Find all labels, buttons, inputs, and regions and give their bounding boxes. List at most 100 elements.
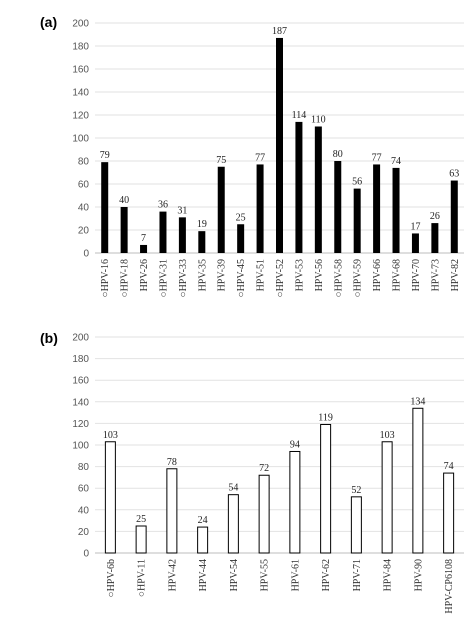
bar: [166, 468, 178, 554]
bar-chart-b: 0 20 40 60 80 100 120 140 160 180 200 103 ○HPV-6b 25 ○…: [72, 333, 464, 614]
x-tick-label: ○HPV-33: [178, 259, 189, 297]
y-tick-label: 140: [72, 397, 89, 408]
bar: [320, 423, 332, 554]
bar: [198, 231, 206, 253]
y-tick-label: 60: [78, 484, 90, 495]
bar: [101, 162, 109, 253]
x-tick-label: HPV-70: [411, 259, 422, 291]
data-label: 25: [236, 212, 246, 223]
data-label: 24: [198, 515, 208, 526]
y-tick-label: 180: [72, 354, 89, 365]
x-tick-label: HPV-CP6108: [444, 559, 455, 614]
x-tick-label: ○HPV-18: [120, 259, 131, 297]
panel-label-b: (b): [40, 330, 58, 346]
y-tick-label: 80: [78, 462, 90, 473]
x-tick-label: ○HPV-6b: [106, 559, 117, 597]
bar: [237, 224, 245, 253]
data-label: 40: [119, 195, 129, 206]
y-tick-label: 40: [78, 203, 90, 214]
x-tick-label: HPV-61: [290, 559, 301, 591]
x-tick-label: HPV-90: [413, 559, 424, 591]
y-tick-label: 20: [78, 226, 90, 237]
y-tick-label: 100: [72, 134, 89, 145]
x-tick-label: ○HPV-11: [137, 559, 148, 597]
bar: [135, 525, 147, 554]
bar: [411, 233, 419, 253]
x-tick-label: ○HPV-31: [158, 259, 169, 297]
bar: [227, 494, 239, 554]
y-tick-label: 200: [72, 19, 89, 30]
x-tick-label: ○HPV-59: [353, 259, 364, 297]
y-tick-label: 60: [78, 180, 90, 191]
data-label: 80: [333, 149, 343, 160]
y-tick-label: 160: [72, 376, 89, 387]
x-tick-label: HPV-82: [450, 259, 461, 291]
data-label: 36: [158, 200, 168, 211]
bar: [373, 164, 381, 253]
data-label: 7: [141, 233, 146, 244]
bar: [350, 496, 362, 554]
data-label: 17: [410, 221, 420, 232]
bar: [159, 211, 167, 253]
bar: [381, 441, 393, 554]
bar: [289, 450, 301, 554]
data-label: 31: [177, 205, 187, 216]
data-label: 25: [136, 514, 146, 525]
y-tick-label: 80: [78, 157, 90, 168]
data-label: 74: [391, 156, 401, 167]
data-label: 72: [259, 463, 269, 474]
x-tick-label: ○HPV-45: [236, 259, 247, 297]
y-tick-label: 120: [72, 111, 89, 122]
x-tick-label: ○HPV-58: [333, 259, 344, 297]
y-tick-label: 140: [72, 88, 89, 99]
data-label: 56: [352, 177, 362, 188]
y-tick-label: 180: [72, 42, 89, 53]
data-label: 77: [255, 152, 265, 163]
data-label: 63: [449, 169, 459, 180]
bar: [140, 244, 148, 253]
data-label: 103: [103, 430, 118, 441]
bar: [334, 161, 342, 253]
data-label: 52: [351, 485, 361, 496]
x-tick-label: HPV-53: [294, 259, 305, 291]
x-tick-label: HPV-51: [256, 259, 267, 291]
bar: [392, 167, 400, 253]
data-label: 103: [380, 430, 395, 441]
bar: [450, 180, 458, 253]
y-tick-label: 100: [72, 441, 89, 452]
bar: [431, 223, 439, 253]
x-tick-label: HPV-71: [352, 559, 363, 591]
bar: [217, 166, 225, 253]
y-tick-label: 0: [83, 249, 89, 260]
data-label: 110: [311, 115, 326, 126]
x-tick-label: HPV-84: [383, 559, 394, 591]
bar: [104, 441, 116, 554]
data-label: 134: [410, 396, 425, 407]
bar: [412, 407, 424, 554]
x-tick-label: ○HPV-16: [100, 259, 111, 297]
y-tick-label: 0: [83, 549, 89, 560]
data-label: 77: [372, 152, 382, 163]
bar: [197, 526, 209, 554]
bar: [258, 474, 270, 554]
data-label: 119: [318, 412, 333, 423]
bar: [443, 472, 455, 554]
bar-chart-a: 0 20 40 60 80 100 120 140 160 180 200 79 ○HPV-16 40 ○H…: [72, 19, 464, 297]
y-tick-label: 160: [72, 65, 89, 76]
x-tick-label: HPV-35: [197, 259, 208, 291]
x-tick-label: ○HPV-52: [275, 259, 286, 297]
chart-panel-b: (b) 0 20 40 60 80 100 120 140 160 180 200 103 ○HPV-6…: [0, 318, 474, 631]
x-tick-label: HPV-66: [372, 259, 383, 291]
x-tick-label: HPV-26: [139, 259, 150, 291]
x-tick-label: HPV-68: [392, 259, 403, 291]
data-label: 75: [216, 155, 226, 166]
data-label: 74: [444, 461, 454, 472]
bar: [314, 126, 322, 253]
bar: [120, 207, 128, 253]
x-tick-label: HPV-56: [314, 259, 325, 291]
x-tick-label: HPV-44: [198, 559, 209, 591]
data-label: 94: [290, 439, 300, 450]
y-tick-label: 120: [72, 419, 89, 430]
data-label: 187: [272, 26, 287, 37]
x-tick-label: HPV-39: [217, 259, 228, 291]
